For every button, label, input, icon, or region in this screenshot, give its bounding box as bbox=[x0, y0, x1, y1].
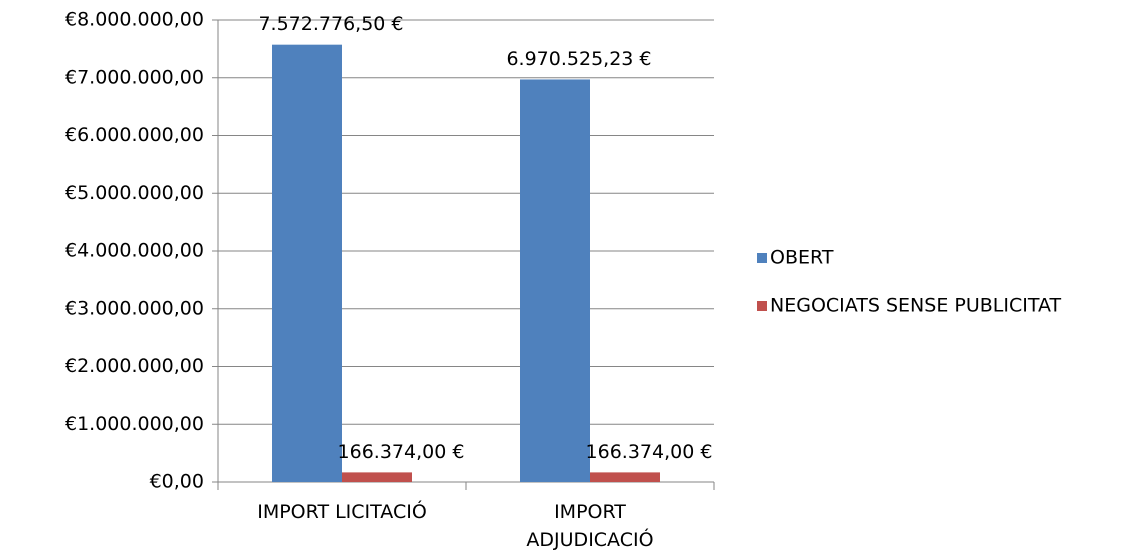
bar bbox=[590, 472, 660, 482]
y-tick-label: €5.000.000,00 bbox=[65, 182, 204, 204]
x-tick-label: IMPORT ADJUDICACIÓ bbox=[526, 501, 654, 551]
legend-label: NEGOCIATS SENSE PUBLICITAT bbox=[770, 295, 1061, 317]
y-tick-label: €2.000.000,00 bbox=[65, 355, 204, 377]
data-label: 7.572.776,50 € bbox=[258, 13, 403, 35]
legend-swatch bbox=[757, 253, 767, 263]
bar bbox=[272, 44, 342, 483]
y-tick-label: €8.000.000,00 bbox=[65, 9, 204, 31]
data-label: 166.374,00 € bbox=[338, 441, 465, 463]
bar bbox=[520, 79, 590, 482]
x-tick-label: IMPORT LICITACIÓ bbox=[257, 501, 427, 523]
y-tick-label: €4.000.000,00 bbox=[65, 240, 204, 262]
legend-swatch bbox=[757, 301, 767, 311]
y-tick-label: €7.000.000,00 bbox=[65, 66, 204, 88]
data-label: 166.374,00 € bbox=[586, 441, 713, 463]
data-label: 6.970.525,23 € bbox=[506, 48, 651, 70]
y-tick-label: €3.000.000,00 bbox=[65, 297, 204, 319]
y-tick-label: €6.000.000,00 bbox=[65, 124, 204, 146]
y-tick-label: €0,00 bbox=[150, 471, 204, 493]
y-tick-label: €1.000.000,00 bbox=[65, 413, 204, 435]
legend-label: OBERT bbox=[770, 247, 834, 269]
bar bbox=[342, 472, 412, 482]
